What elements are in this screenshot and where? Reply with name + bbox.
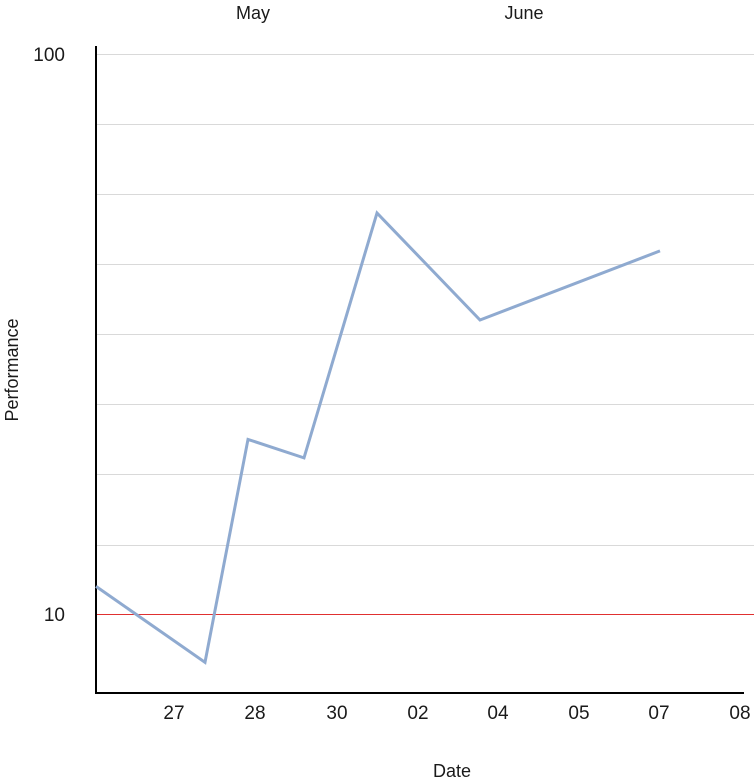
x-tick-label: 28 <box>244 703 265 724</box>
x-tick-label: 27 <box>163 703 184 724</box>
axis-layer <box>95 46 744 694</box>
x-tick-label: 02 <box>407 703 428 724</box>
month-labels: May June <box>236 3 544 23</box>
y-tick-label: 10 <box>44 605 65 626</box>
x-tick-labels: 27 28 30 02 04 05 07 08 <box>163 703 750 724</box>
series-layer <box>95 210 661 665</box>
x-tick-label: 04 <box>487 703 509 724</box>
x-tick-label: 07 <box>648 703 669 724</box>
y-axis-title: Performance <box>2 318 22 421</box>
y-tick-labels: 100 10 <box>33 45 65 626</box>
x-tick-label: 08 <box>729 703 750 724</box>
month-label: June <box>504 3 543 23</box>
grid-layer <box>96 54 754 546</box>
month-label: May <box>236 3 270 23</box>
series-line <box>95 210 661 665</box>
y-tick-label: 100 <box>33 45 65 66</box>
x-tick-label: 05 <box>568 703 589 724</box>
x-tick-label: 30 <box>326 703 347 724</box>
x-axis-title: Date <box>433 761 471 781</box>
